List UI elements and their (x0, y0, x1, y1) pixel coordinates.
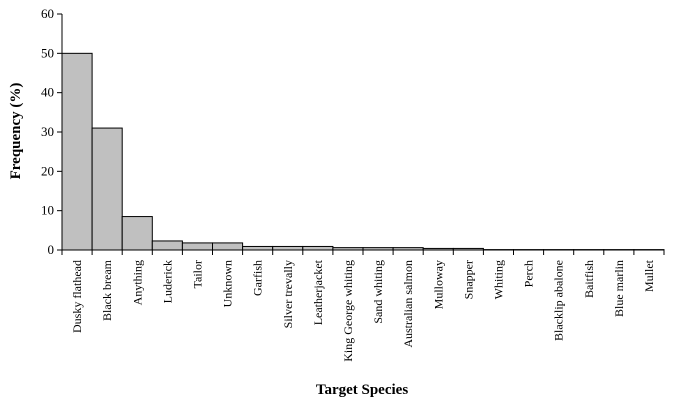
bar (91, 127, 123, 251)
bar (151, 240, 183, 251)
x-tick-label: Black bream (100, 259, 114, 321)
x-tick-label: Dusky flathead (70, 260, 84, 333)
y-tick-label: 0 (48, 242, 55, 257)
y-tick-label: 10 (41, 203, 54, 218)
y-tick-label: 20 (41, 163, 54, 178)
bar (242, 245, 274, 251)
x-tick-label: Mullet (642, 259, 656, 292)
x-tick-label: Mulloway (431, 260, 445, 309)
x-tick-label: Blacklip abalone (552, 260, 566, 341)
y-tick-label: 50 (41, 45, 54, 60)
x-tick-label: Unknown (221, 260, 235, 307)
bars-group (61, 52, 665, 251)
bar (272, 245, 304, 251)
bar (121, 216, 153, 251)
bar (61, 52, 93, 251)
x-tick-label: King George whiting (341, 260, 355, 362)
x-tick-label: Baitfish (582, 260, 596, 298)
x-tick-label: Sand whiting (371, 260, 385, 324)
x-tick-label: Luderick (160, 260, 174, 303)
x-axis: Dusky flathead Black bream Anything Luderic… (61, 249, 665, 362)
y-tick-label: 40 (41, 85, 54, 100)
x-tick-label: Australian salmon (401, 260, 415, 348)
y-axis: 0 10 20 30 40 50 60 (41, 6, 63, 257)
x-tick-label: Perch (522, 260, 536, 287)
y-tick-label: 30 (41, 124, 54, 139)
x-tick-label: Garfish (251, 260, 265, 296)
x-tick-label: Blue marlin (612, 260, 626, 317)
x-axis-label: Target Species (316, 382, 409, 398)
x-tick-label: Snapper (461, 260, 475, 299)
x-tick-label: Anything (130, 260, 144, 305)
x-tick-label: Silver trevally (281, 260, 295, 328)
x-tick-label: Tailor (190, 260, 204, 288)
y-axis-label: Frequency (%) (8, 83, 24, 180)
bar (181, 242, 213, 251)
y-tick-label: 60 (41, 6, 54, 21)
bar (212, 242, 244, 251)
x-tick-label: Whiting (491, 260, 505, 299)
bar (302, 245, 334, 251)
x-tick-label: Leatherjacket (311, 259, 325, 325)
